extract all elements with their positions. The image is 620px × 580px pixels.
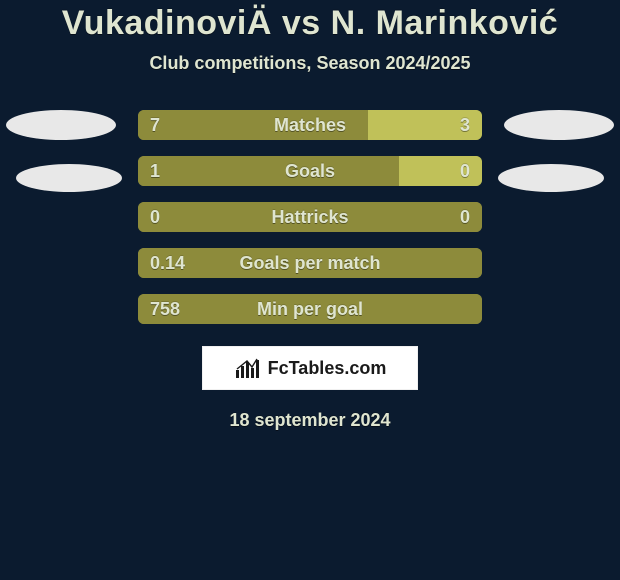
stat-value-left: 0.14: [150, 248, 185, 278]
player-right-ellipse-1: [504, 110, 614, 140]
player-left-ellipse-2: [16, 164, 122, 192]
stat-label: Matches: [138, 110, 482, 140]
stat-row: Goals1 0: [138, 156, 482, 186]
stat-label: Goals per match: [138, 248, 482, 278]
source-logo-box: FcTables.com: [202, 346, 418, 390]
stat-row: Hattricks0 0: [138, 202, 482, 232]
stat-label: Hattricks: [138, 202, 482, 232]
stat-row: Min per goal758: [138, 294, 482, 324]
stat-bars: Matches73Goals10Hattricks00Goals per mat…: [138, 110, 482, 324]
stat-label: Goals: [138, 156, 482, 186]
chart-icon: [234, 356, 262, 380]
player-left-ellipse-1: [6, 110, 116, 140]
stat-value-right: 3: [460, 110, 470, 140]
content-area: Matches73Goals10Hattricks00Goals per mat…: [0, 110, 620, 431]
stat-value-left: 758: [150, 294, 180, 324]
stat-value-left: 7: [150, 110, 160, 140]
comparison-card: VukadinoviÄ vs N. Marinković Club compet…: [0, 0, 620, 580]
stat-value-left: 1: [150, 156, 160, 186]
stat-value-right: 0: [460, 202, 470, 232]
page-title: VukadinoviÄ vs N. Marinković: [0, 4, 620, 43]
stat-row: Goals per match0.14: [138, 248, 482, 278]
date-label: 18 september 2024: [0, 410, 620, 431]
stat-value-left: 0: [150, 202, 160, 232]
source-logo-text: FcTables.com: [268, 358, 387, 379]
stat-value-right: 0: [460, 156, 470, 186]
stat-row: Matches7 3: [138, 110, 482, 140]
player-right-ellipse-2: [498, 164, 604, 192]
subtitle: Club competitions, Season 2024/2025: [0, 53, 620, 74]
stat-label: Min per goal: [138, 294, 482, 324]
